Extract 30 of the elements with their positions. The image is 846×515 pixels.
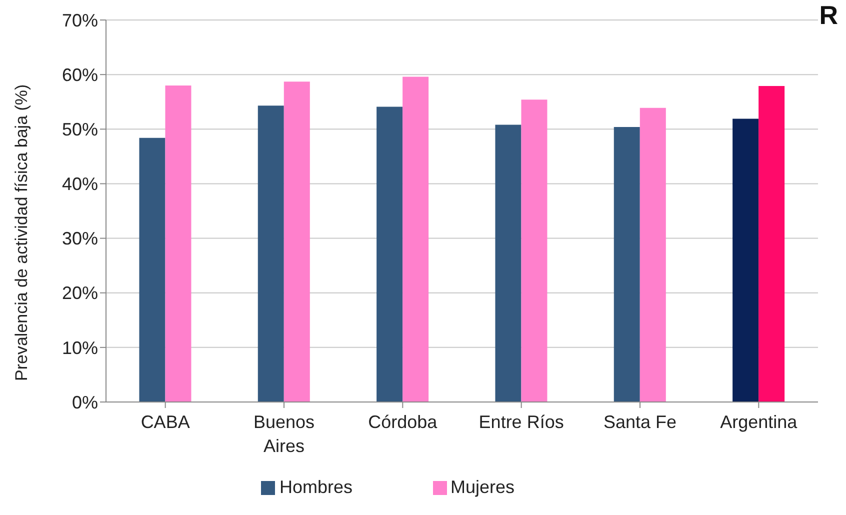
- x-tick-label: Entre Ríos: [478, 412, 564, 432]
- y-tick-label: 50%: [62, 120, 98, 140]
- bar: [139, 138, 166, 402]
- y-tick-label: 60%: [62, 64, 98, 85]
- y-tick-label: 20%: [62, 283, 98, 304]
- y-tick-label: 40%: [62, 174, 98, 194]
- y-tick-label: 70%: [62, 10, 98, 30]
- bar: [758, 86, 785, 402]
- x-tick-label: Córdoba: [368, 412, 438, 432]
- y-tick-label: 30%: [62, 228, 98, 249]
- y-tick-label: 0%: [72, 392, 98, 412]
- bar: [640, 108, 666, 402]
- bar: [376, 106, 403, 402]
- x-tick-label: CABA: [140, 412, 190, 432]
- bar: [402, 76, 429, 402]
- bar: [165, 85, 192, 402]
- x-tick-label: Argentina: [720, 412, 798, 432]
- bar: [284, 82, 310, 402]
- y-axis-title: Prevalencia de actividad física baja (%): [12, 84, 32, 381]
- text: R: [819, 0, 838, 31]
- bar: [521, 100, 548, 402]
- x-tick-label: Santa Fe: [603, 412, 677, 432]
- bar: [732, 118, 759, 402]
- x-tick-label: Buenos Aires: [253, 412, 315, 456]
- y-tick-label: 10%: [62, 338, 98, 358]
- legend-label: Hombres: [279, 477, 352, 497]
- legend-label: Mujeres: [450, 477, 515, 497]
- bar: [258, 106, 284, 402]
- bar: [495, 124, 522, 402]
- bar: [614, 126, 640, 402]
